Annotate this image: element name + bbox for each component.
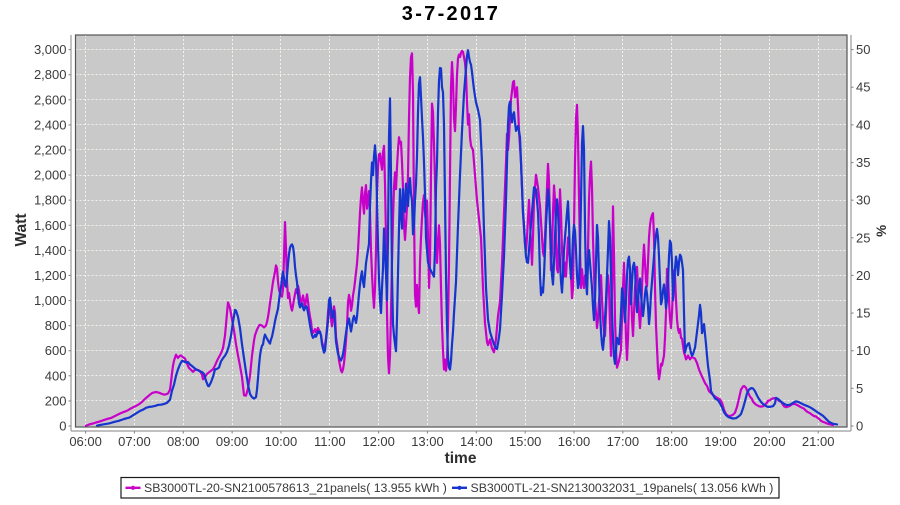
svg-text:11:00: 11:00 xyxy=(314,434,346,449)
svg-text:Watt: Watt xyxy=(13,214,30,247)
svg-text:1,200: 1,200 xyxy=(34,268,67,283)
svg-text:600: 600 xyxy=(45,343,67,358)
svg-text:12:00: 12:00 xyxy=(362,434,395,449)
svg-text:13:00: 13:00 xyxy=(411,434,444,449)
svg-text:19:00: 19:00 xyxy=(704,434,737,449)
svg-text:06:00: 06:00 xyxy=(69,434,102,449)
svg-text:SB3000TL-21-SN2130032031_19pan: SB3000TL-21-SN2130032031_19panels( 13.05… xyxy=(471,481,774,495)
svg-text:1,800: 1,800 xyxy=(34,193,67,208)
svg-text:40: 40 xyxy=(856,117,870,132)
svg-text:50: 50 xyxy=(856,42,870,57)
svg-text:20:00: 20:00 xyxy=(753,434,786,449)
svg-text:10:00: 10:00 xyxy=(265,434,298,449)
svg-text:10: 10 xyxy=(856,343,870,358)
svg-text:3-7-2017: 3-7-2017 xyxy=(402,3,500,25)
svg-text:3,000: 3,000 xyxy=(34,42,67,57)
svg-text:07:00: 07:00 xyxy=(118,434,151,449)
svg-text:15:00: 15:00 xyxy=(509,434,542,449)
svg-text:25: 25 xyxy=(856,230,870,245)
svg-text:1,000: 1,000 xyxy=(34,293,67,308)
svg-text:5: 5 xyxy=(856,381,863,396)
svg-text:2,200: 2,200 xyxy=(34,142,67,157)
svg-text:1,600: 1,600 xyxy=(34,218,67,233)
svg-text:20: 20 xyxy=(856,268,870,283)
svg-text:15: 15 xyxy=(856,306,870,321)
svg-text:%: % xyxy=(874,225,889,237)
svg-text:16:00: 16:00 xyxy=(558,434,591,449)
svg-text:2,400: 2,400 xyxy=(34,117,67,132)
svg-text:0: 0 xyxy=(856,419,863,434)
svg-text:08:00: 08:00 xyxy=(167,434,200,449)
svg-text:18:00: 18:00 xyxy=(655,434,688,449)
svg-text:2,800: 2,800 xyxy=(34,67,67,82)
svg-text:0: 0 xyxy=(59,419,66,434)
svg-text:2,000: 2,000 xyxy=(34,168,67,183)
svg-text:14:00: 14:00 xyxy=(460,434,493,449)
svg-text:2,600: 2,600 xyxy=(34,92,67,107)
svg-text:SB3000TL-20-SN2100578613_21pan: SB3000TL-20-SN2100578613_21panels( 13.95… xyxy=(144,481,447,495)
svg-text:1,400: 1,400 xyxy=(34,243,67,258)
svg-text:200: 200 xyxy=(45,393,67,408)
svg-text:400: 400 xyxy=(45,368,67,383)
svg-text:21:00: 21:00 xyxy=(802,434,835,449)
svg-text:30: 30 xyxy=(856,193,870,208)
svg-text:45: 45 xyxy=(856,80,870,95)
svg-text:09:00: 09:00 xyxy=(216,434,249,449)
svg-text:time: time xyxy=(445,450,477,467)
svg-text:17:00: 17:00 xyxy=(607,434,640,449)
svg-text:800: 800 xyxy=(45,318,67,333)
svg-text:35: 35 xyxy=(856,155,870,170)
